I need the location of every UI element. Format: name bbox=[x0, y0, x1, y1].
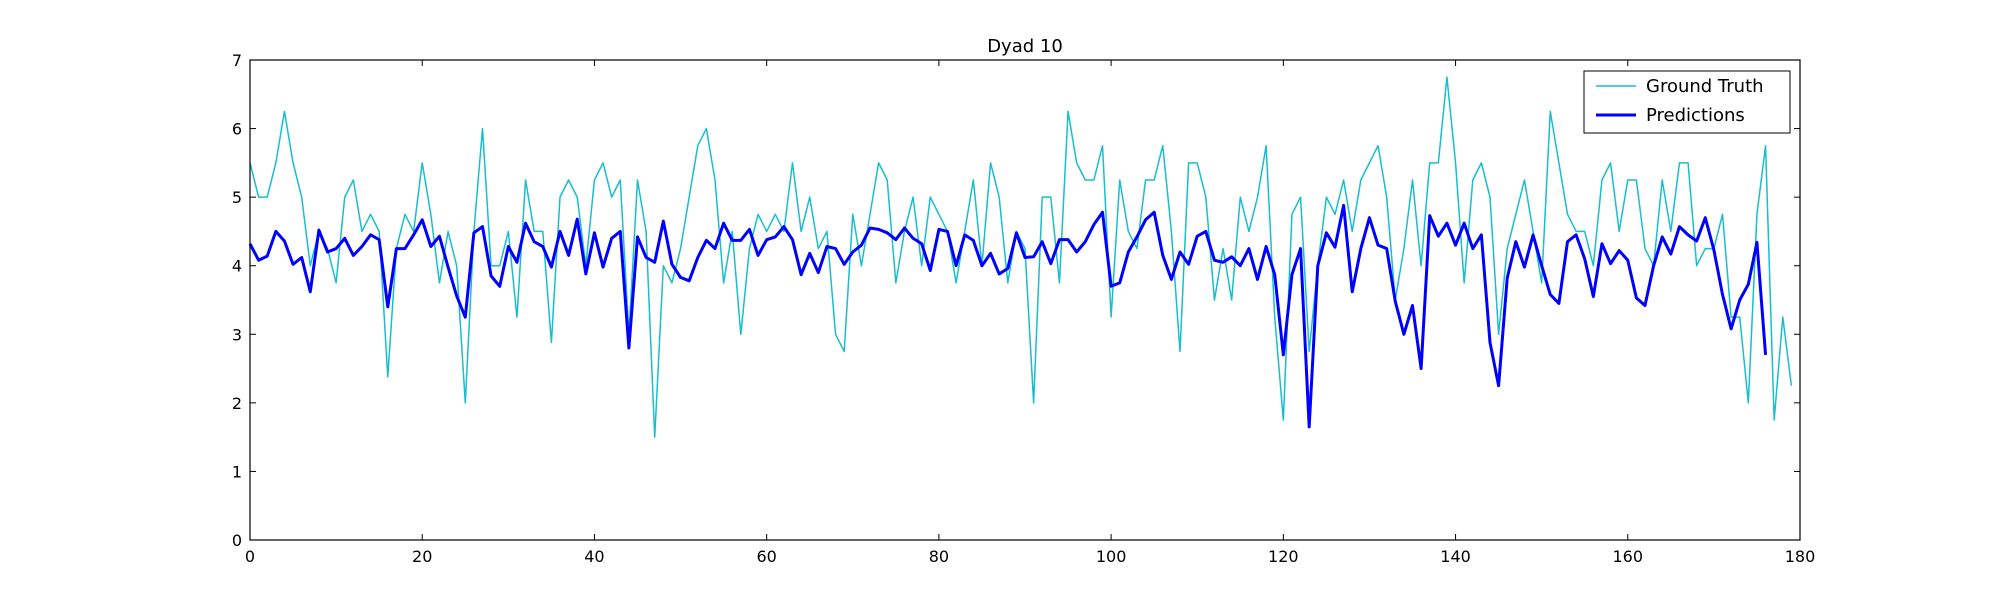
legend-label-predictions: Predictions bbox=[1646, 105, 1745, 126]
y-tick-label: 4 bbox=[232, 257, 242, 276]
y-tick-label: 3 bbox=[232, 325, 242, 344]
x-tick-label: 140 bbox=[1440, 547, 1471, 566]
x-tick-label: 80 bbox=[929, 547, 949, 566]
series-layer bbox=[248, 76, 1793, 438]
legend-box bbox=[1583, 70, 1791, 134]
axes: 0 20 40 60 80 100 120 140 160 180 0 1 2 3 4 5 6 7 bbox=[232, 51, 1815, 566]
x-tick-label: 160 bbox=[1613, 547, 1644, 566]
plot-frame bbox=[249, 59, 1801, 541]
x-tick-label: 180 bbox=[1785, 547, 1816, 566]
y-tick-label: 1 bbox=[232, 462, 242, 481]
y-tick-label: 2 bbox=[232, 394, 242, 413]
plot-area bbox=[250, 60, 1800, 540]
legend: Ground Truth Predictions bbox=[1583, 70, 1791, 134]
chart-title: Dyad 10 bbox=[987, 36, 1063, 57]
y-tick-label: 5 bbox=[232, 188, 242, 207]
x-tick-label: 20 bbox=[412, 547, 432, 566]
x-tick-label: 120 bbox=[1268, 547, 1299, 566]
x-tick-label: 40 bbox=[584, 547, 604, 566]
x-tick-label: 100 bbox=[1096, 547, 1127, 566]
x-tick-label: 60 bbox=[756, 547, 776, 566]
y-tick-label: 0 bbox=[232, 531, 242, 550]
y-tick-label: 7 bbox=[232, 51, 242, 70]
x-tick-label: 0 bbox=[245, 547, 255, 566]
legend-label-ground-truth: Ground Truth bbox=[1646, 76, 1764, 97]
series-line-predictions bbox=[248, 203, 1768, 429]
y-tick-label: 6 bbox=[232, 120, 242, 139]
